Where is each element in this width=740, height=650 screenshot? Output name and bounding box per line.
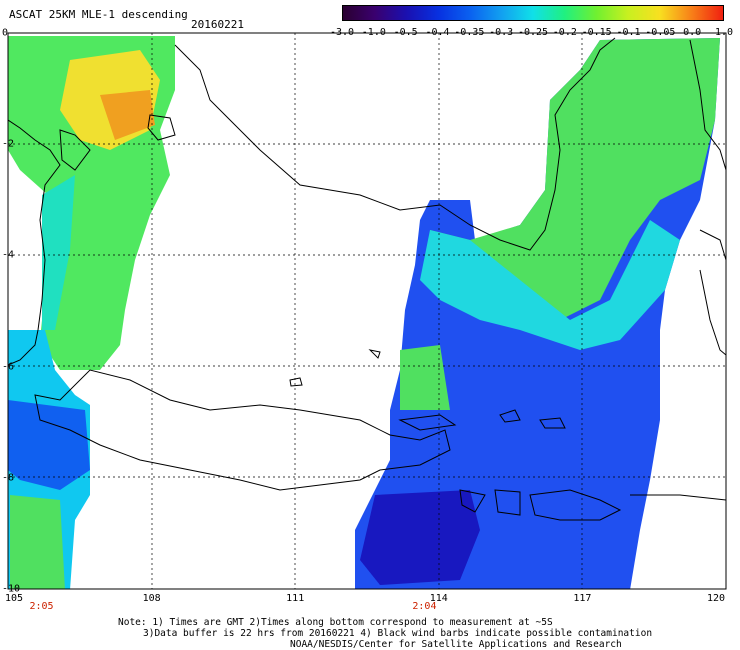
swath-west-south-green — [10, 495, 65, 589]
product-title: ASCAT 25KM MLE-1 descending — [9, 8, 188, 21]
karimun-islands — [289, 349, 381, 387]
bali-coast — [459, 489, 486, 513]
latitude-tick-label: -6 — [2, 361, 15, 373]
note-line-1: Note: 1) Times are GMT 2)Times along bot… — [118, 617, 553, 628]
longitude-tick-label: 108 — [142, 593, 161, 604]
latitude-tick-label: -8 — [2, 472, 15, 484]
swath-east-cyan — [420, 220, 680, 350]
pass-time-label: 2:05 — [29, 601, 54, 612]
color-scale-bar — [342, 5, 724, 21]
latitude-tick-label: -4 — [2, 249, 15, 261]
flores-coast — [630, 494, 726, 501]
kangean-islands — [499, 409, 566, 429]
borneo-coast — [174, 37, 616, 251]
sumatra-coast — [8, 119, 61, 366]
longitude-tick-label: 114 — [429, 593, 448, 604]
swath-west-south-blue — [8, 400, 90, 490]
bangka-coast — [59, 129, 91, 171]
swath-east-coast-green — [400, 345, 450, 410]
swath-east-green — [430, 38, 720, 320]
madura-coast — [398, 414, 457, 431]
sulawesi-coast — [689, 39, 726, 356]
longitude-tick-label: 117 — [573, 593, 592, 604]
java-coast — [34, 369, 451, 491]
latitude-tick-label: 0 — [2, 27, 9, 39]
longitude-tick-label: 120 — [706, 593, 726, 604]
longitude-tick-label: 111 — [286, 593, 305, 604]
latitude-tick-label: -10 — [2, 583, 21, 595]
coastlines — [8, 37, 726, 521]
latitude-tick-label: -2 — [2, 138, 15, 150]
swath-east-deep-blue — [360, 490, 480, 585]
sumbawa-coast — [529, 489, 622, 521]
pass-time-label: 2:04 — [412, 601, 437, 612]
map-frame — [7, 32, 727, 590]
note-line-2: 3)Data buffer is 22 hrs from 20160221 4)… — [143, 628, 653, 639]
product-date: 20160221 — [191, 18, 244, 31]
lombok-coast — [494, 489, 521, 516]
belitung-coast — [147, 114, 176, 141]
swath-west-north-cyan — [42, 175, 75, 330]
data-swaths — [8, 36, 720, 589]
longitude-tick-label: 105 — [4, 593, 24, 604]
swath-west-north-hot — [100, 90, 155, 140]
note-line-3: NOAA/NESDIS/Center for Satellite Applica… — [290, 639, 622, 650]
